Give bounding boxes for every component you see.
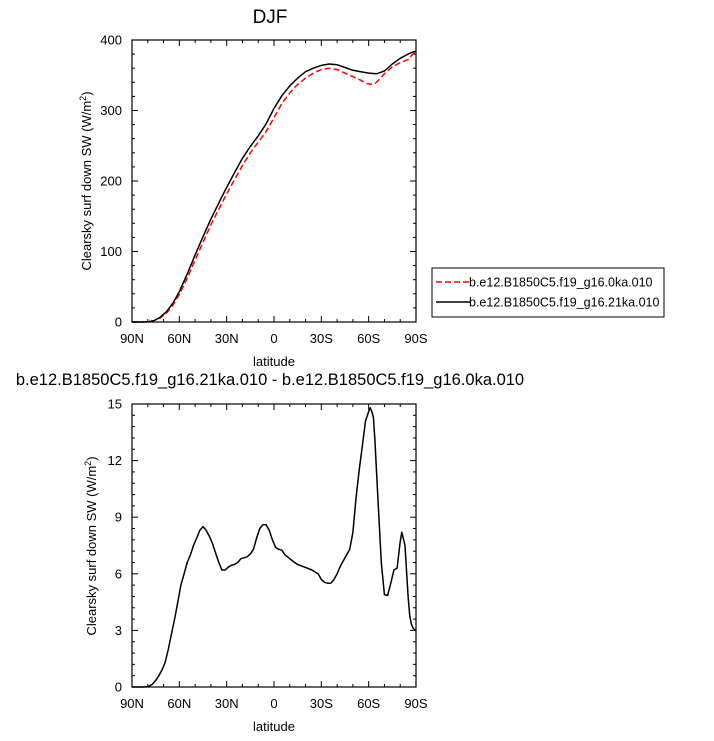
bottom-plot-frame (131, 403, 417, 688)
top-plot-area: 90N 60N 30N 0 30S 60S 90S 0 100 200 300 400 (100, 33, 428, 347)
top-y-tick-label: 200 (100, 174, 122, 189)
bottom-title: b.e12.B1850C5.f19_g16.21ka.010 - b.e12.B… (16, 371, 524, 389)
bottom-y-axis-label: Clearsky surf down SW (W/m2) (83, 456, 99, 635)
bottom-series-line-0 (132, 407, 417, 688)
top-x-tick-label: 90S (404, 331, 427, 346)
top-panel: DJF 90N 60N 30N 0 30S 60S 90S 0 100 200 300 400 lat… (78, 7, 665, 369)
legend-label-21ka: b.e12.B1850C5.f19_g16.21ka.010 (469, 296, 659, 310)
top-x-axis-label: latitude (253, 354, 295, 369)
top-y-axis-label: Clearsky surf down SW (W/m2) (78, 91, 94, 270)
bottom-x-tick-label: 30S (310, 696, 333, 711)
bottom-y-tick-label: 3 (115, 623, 122, 638)
top-series-line-0 (132, 51, 417, 323)
top-y-tick-label: 400 (100, 33, 122, 48)
bottom-y-tick-label: 15 (108, 397, 122, 412)
bottom-x-tick-label: 0 (270, 696, 277, 711)
bottom-panel: b.e12.B1850C5.f19_g16.21ka.010 - b.e12.B… (16, 371, 524, 734)
bottom-plot-area: 90N 60N 30N 0 30S 60S 90S 0 3 6 9 12 15 (108, 397, 428, 712)
legend-label-0ka: b.e12.B1850C5.f19_g16.0ka.010 (469, 276, 653, 290)
legend-box (431, 267, 665, 318)
bottom-x-tick-label: 60S (357, 696, 380, 711)
top-x-tick-label: 0 (270, 331, 277, 346)
bottom-y-tick-label: 6 (115, 566, 122, 581)
top-x-tick-label: 30S (310, 331, 333, 346)
bottom-x-tick-label: 60N (167, 696, 191, 711)
bottom-x-tick-label: 30N (215, 696, 239, 711)
bottom-x-tick-label: 90S (404, 696, 427, 711)
bottom-y-tick-label: 0 (115, 680, 122, 695)
top-series-line-1 (132, 50, 417, 323)
top-title: DJF (253, 7, 288, 28)
top-x-tick-label: 60N (167, 331, 191, 346)
top-plot-frame (131, 39, 417, 323)
top-x-tick-label: 30N (215, 331, 239, 346)
legend: b.e12.B1850C5.f19_g16.0ka.010 b.e12.B185… (431, 267, 665, 318)
bottom-x-tick-label: 90N (120, 696, 144, 711)
top-y-tick-label: 100 (100, 244, 122, 259)
top-y-tick-label: 0 (115, 315, 122, 330)
bottom-y-tick-label: 12 (108, 453, 122, 468)
top-x-tick-label: 90N (120, 331, 144, 346)
bottom-x-axis-label: latitude (253, 719, 295, 734)
bottom-y-tick-label: 9 (115, 510, 122, 525)
top-x-tick-label: 60S (357, 331, 380, 346)
top-y-tick-label: 300 (100, 103, 122, 118)
